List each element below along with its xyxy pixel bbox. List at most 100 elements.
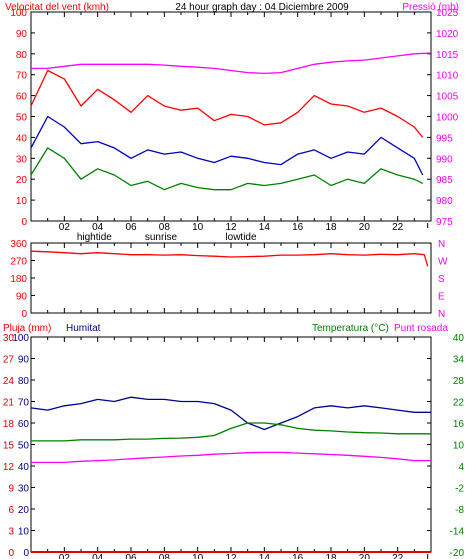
- y-tick-label: 270: [10, 257, 27, 268]
- panel-climate: Pluja (mm) Humitat Temperatura (°C) Punt…: [3, 323, 465, 559]
- y-right-tick-label: 10: [453, 441, 465, 452]
- y2-tick-label: 20: [18, 505, 30, 516]
- y-right-tick-label: -14: [450, 527, 465, 538]
- y2-tick-label: 10: [18, 527, 30, 538]
- panel-climate-axes: 0204060810121416182022hightidesunriselow…: [3, 333, 465, 559]
- series-wind_avg: [30, 115, 424, 176]
- event-label-hightide: hightide: [77, 232, 112, 243]
- y2-tick-label: 0: [23, 548, 29, 559]
- y-right-tick-label: 1025: [436, 8, 459, 19]
- y-tick-label: 50: [16, 113, 28, 124]
- y2-tick-label: 50: [18, 441, 30, 452]
- y-right-tick-label: 975: [436, 217, 453, 228]
- y-tick-label: 40: [16, 133, 28, 144]
- compass-label: N: [438, 239, 445, 250]
- y-right-tick-label: 40: [453, 333, 465, 344]
- x-tick-label: 14: [259, 553, 271, 559]
- x-tick-label: 08: [159, 222, 171, 233]
- y-tick-label: 70: [16, 71, 28, 82]
- y-right-tick-label: 1010: [436, 71, 459, 82]
- series-pressure: [31, 52, 432, 75]
- x-tick-label: 06: [125, 222, 137, 233]
- y-right-tick-label: 985: [436, 175, 453, 186]
- series-gust: [30, 69, 424, 138]
- y-tick-label: 0: [21, 309, 27, 320]
- y-right-tick-label: 995: [436, 133, 453, 144]
- y-tick-label: 80: [16, 50, 28, 61]
- x-tick-label: 02: [59, 222, 71, 233]
- y-tick-label: 24: [3, 376, 15, 387]
- y2-tick-label: 80: [18, 376, 30, 387]
- y-right-tick-label: 980: [436, 196, 453, 207]
- y-tick-label: 180: [10, 274, 27, 285]
- y-right-tick-label: -8: [455, 505, 464, 516]
- series-dewpoint: [31, 451, 431, 464]
- y-tick-label: 3: [8, 527, 14, 538]
- y-tick-label: 18: [3, 419, 15, 430]
- y-tick-label: 21: [3, 398, 15, 409]
- y2-tick-label: 70: [18, 398, 30, 409]
- temperature-axis-label: Temperatura (°C): [312, 323, 389, 334]
- x-tick-label: 04: [92, 222, 104, 233]
- x-tick-label: 22: [392, 222, 404, 233]
- y-tick-label: 27: [3, 355, 15, 366]
- panel-wind: 24 hour graph day : 04 Diciembre 2009 Ve…: [5, 2, 459, 243]
- y-tick-label: 90: [16, 29, 28, 40]
- y2-tick-label: 30: [18, 484, 30, 495]
- compass-label: N: [438, 309, 445, 320]
- compass-label: S: [438, 274, 445, 285]
- x-tick-label: 12: [225, 553, 237, 559]
- y2-tick-label: 90: [18, 355, 30, 366]
- y-tick-label: 0: [8, 548, 14, 559]
- y-tick-label: 30: [16, 154, 28, 165]
- y-right-tick-label: 1000: [436, 113, 459, 124]
- x-tick-label: 12: [225, 222, 237, 233]
- series-temperature: [31, 422, 431, 442]
- y-right-tick-label: 4: [458, 462, 464, 473]
- y-right-tick-label: 28: [453, 376, 465, 387]
- y-right-tick-label: 1020: [436, 29, 459, 40]
- chart-title: 24 hour graph day : 04 Diciembre 2009: [175, 2, 349, 13]
- y-tick-label: 90: [16, 292, 28, 303]
- x-tick-label: 22: [392, 553, 404, 559]
- y-right-tick-label: 22: [453, 398, 465, 409]
- y-tick-label: 0: [21, 217, 27, 228]
- y-tick-label: 100: [10, 8, 27, 19]
- y-tick-label: 10: [16, 196, 28, 207]
- y-right-tick-label: 990: [436, 154, 453, 165]
- panel-direction-series: [30, 250, 429, 267]
- humidity-axis-label: Humitat: [66, 323, 101, 334]
- series-wind_dir: [30, 250, 429, 267]
- y-tick-label: 6: [8, 505, 14, 516]
- pressure-axis-label: Pressió (mb): [402, 2, 459, 13]
- compass-label: E: [438, 292, 445, 303]
- y-right-tick-label: -2: [455, 484, 464, 495]
- x-tick-label: 10: [192, 553, 204, 559]
- series-humidity: [30, 396, 431, 431]
- panel-climate-series: [30, 396, 431, 553]
- wind-axis-label: Velocitat del vent (kmh): [5, 2, 109, 13]
- x-tick-label: 16: [292, 222, 304, 233]
- panel-wind-axes: 02 04 06 08 10 12 14 16 18 20 22 hightide sunrise low…: [10, 8, 458, 243]
- rain-axis-label: Pluja (mm): [3, 323, 51, 334]
- x-tick-label: 18: [325, 222, 337, 233]
- x-tick-label: 06: [125, 553, 137, 559]
- x-tick-label: 20: [359, 553, 371, 559]
- compass-label: W: [438, 257, 448, 268]
- y2-tick-label: 100: [12, 333, 29, 344]
- x-tick-label: 02: [59, 553, 71, 559]
- x-tick-label: 14: [259, 222, 271, 233]
- x-tick-label: 04: [92, 553, 104, 559]
- y-right-tick-label: -20: [450, 548, 465, 559]
- y-tick-label: 360: [10, 239, 27, 250]
- event-label-lowtide: lowtide: [225, 232, 257, 243]
- series-wind_min: [30, 147, 423, 191]
- dewpoint-axis-label: Punt rosada: [394, 323, 448, 334]
- y-right-tick-label: 34: [453, 355, 465, 366]
- y-tick-label: 20: [16, 175, 28, 186]
- y-right-tick-label: 1005: [436, 92, 459, 103]
- x-tick-label: 08: [159, 553, 171, 559]
